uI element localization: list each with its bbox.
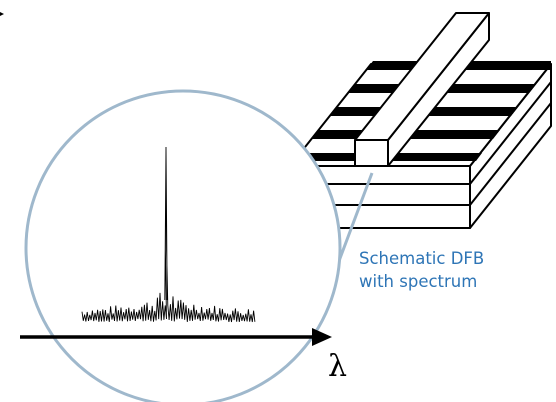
zoom-circle [24,89,342,402]
wavelength-symbol: λ [328,349,348,384]
wavelength-axis [20,328,332,346]
ridge-top-face [354,12,490,141]
caption-line-2: with spectrum [359,272,478,291]
ridge-waveguide [354,12,490,167]
right-layer-line-2 [469,102,552,206]
right-layer-line-1 [469,81,552,185]
zoom-callout [24,89,374,402]
diagram-caption: Schematic DFB with spectrum [359,247,539,293]
lasing-spectrum [81,146,256,323]
ridge-front-face [354,139,389,167]
axis-arrowhead [312,328,332,346]
spectrum-content [81,146,256,323]
corner-mark [0,12,4,16]
caption-line-1: Schematic DFB [359,249,485,268]
